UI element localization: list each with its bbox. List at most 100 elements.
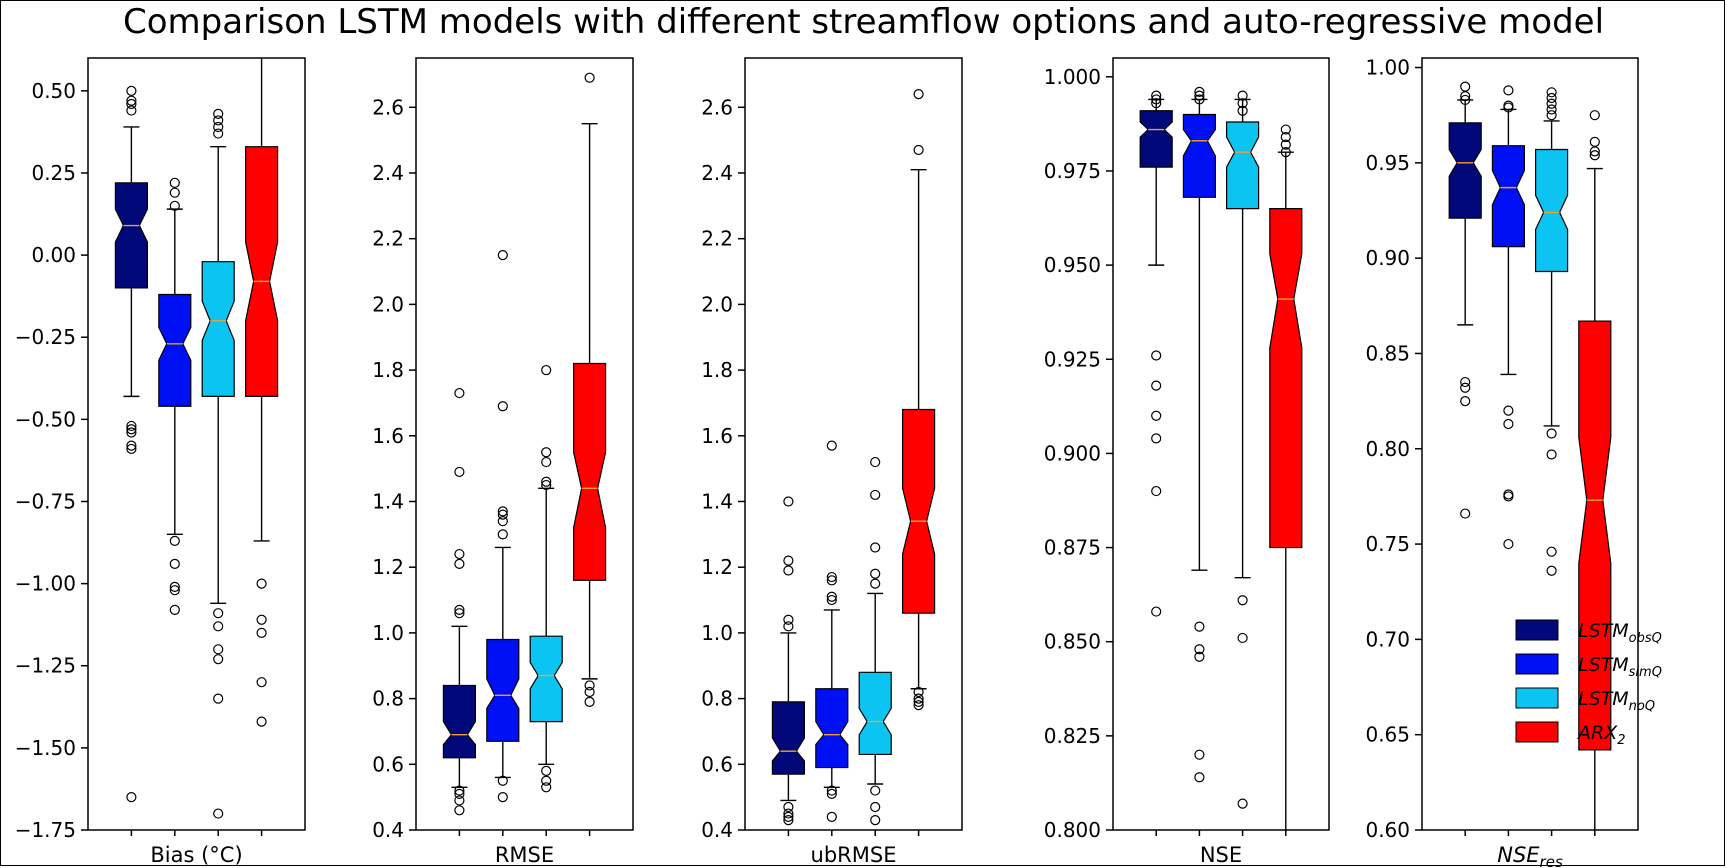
y-tick-label: −1.75 bbox=[15, 818, 76, 842]
outlier-point bbox=[126, 792, 137, 803]
outlier-point bbox=[454, 604, 465, 615]
outlier-point bbox=[1503, 538, 1514, 550]
outlier-point bbox=[1151, 94, 1162, 105]
y-tick-label: 1.2 bbox=[701, 555, 733, 579]
outlier-point bbox=[541, 479, 552, 491]
outlier-point bbox=[1503, 491, 1514, 502]
outlier-point bbox=[1151, 410, 1162, 421]
box-lstm-obsq bbox=[1448, 122, 1482, 219]
y-tick-label: 2.0 bbox=[701, 292, 733, 316]
outlier-point bbox=[169, 535, 180, 547]
outlier-point bbox=[584, 696, 595, 707]
outlier-point bbox=[454, 788, 465, 799]
outlier-point bbox=[826, 785, 837, 796]
y-tick-label: 0.70 bbox=[1365, 627, 1410, 651]
box-arx-2 bbox=[245, 146, 279, 397]
outlier-point bbox=[1194, 90, 1205, 101]
y-tick-label: 1.8 bbox=[701, 358, 733, 382]
outlier-point bbox=[1589, 146, 1600, 157]
y-tick-label: 0.925 bbox=[1044, 347, 1101, 371]
axes-frame-5 bbox=[1421, 57, 1639, 831]
outlier-point bbox=[256, 578, 267, 589]
outlier-point bbox=[1194, 644, 1205, 655]
y-tick-label: 1.0 bbox=[701, 621, 733, 645]
outlier-point bbox=[213, 115, 224, 126]
outlier-point bbox=[1194, 94, 1205, 105]
outlier-point bbox=[783, 565, 794, 576]
outlier-point bbox=[454, 558, 465, 570]
box-arx-2 bbox=[901, 408, 936, 614]
axes-frame-2 bbox=[415, 57, 634, 831]
outlier-point bbox=[783, 496, 794, 507]
outlier-point bbox=[213, 128, 224, 139]
y-tick-label: 0.65 bbox=[1365, 723, 1410, 747]
y-tick-label: 2.2 bbox=[372, 227, 404, 251]
outlier-point bbox=[584, 686, 595, 698]
outlier-point bbox=[1546, 546, 1557, 557]
y-tick-label: 1.6 bbox=[701, 424, 733, 448]
legend-swatch bbox=[1515, 687, 1559, 709]
y-tick-label: −0.25 bbox=[15, 325, 76, 349]
y-tick-label: −0.50 bbox=[15, 407, 76, 431]
y-tick-label: 0.80 bbox=[1365, 437, 1410, 461]
outlier-point bbox=[541, 447, 552, 458]
outlier-point bbox=[870, 456, 881, 468]
outlier-point bbox=[1460, 396, 1471, 407]
legend-swatch bbox=[1515, 721, 1559, 743]
outlier-point bbox=[169, 581, 180, 593]
y-tick-label: 0.850 bbox=[1044, 630, 1101, 654]
outlier-point bbox=[213, 621, 224, 632]
outlier-point bbox=[497, 775, 508, 786]
outlier-point bbox=[1460, 376, 1471, 388]
outlier-point bbox=[126, 95, 137, 106]
outlier-point bbox=[1237, 105, 1248, 116]
outlier-point bbox=[783, 614, 794, 625]
outlier-point bbox=[1503, 102, 1514, 113]
outlier-point bbox=[1280, 147, 1291, 158]
outlier-point bbox=[213, 644, 224, 655]
y-tick-label: −1.25 bbox=[15, 654, 76, 678]
y-tick-label: 0.00 bbox=[31, 243, 76, 267]
outlier-point bbox=[169, 604, 180, 615]
outlier-point bbox=[497, 401, 508, 412]
outlier-point bbox=[826, 591, 837, 602]
outlier-point bbox=[126, 105, 137, 116]
box-lstm-noq bbox=[1225, 121, 1260, 210]
outlier-point bbox=[256, 677, 267, 688]
box-lstm-simq bbox=[158, 293, 192, 407]
outlier-point bbox=[454, 608, 465, 619]
outlier-point bbox=[1237, 632, 1248, 644]
outlier-point bbox=[870, 578, 881, 589]
y-tick-label: 0.60 bbox=[1365, 818, 1410, 842]
outlier-point bbox=[870, 785, 881, 796]
y-tick-label: 2.2 bbox=[701, 227, 733, 251]
outlier-point bbox=[1589, 150, 1600, 161]
y-tick-label: 0.90 bbox=[1365, 246, 1410, 270]
outlier-point bbox=[1237, 98, 1248, 109]
box-lstm-simq bbox=[815, 688, 849, 769]
x-axis-label: NSE bbox=[1200, 843, 1242, 867]
outlier-point bbox=[213, 693, 224, 704]
outlier-point bbox=[126, 443, 137, 455]
outlier-point bbox=[826, 571, 837, 583]
outlier-point bbox=[783, 555, 794, 566]
outlier-point bbox=[126, 420, 137, 432]
y-tick-label: 2.6 bbox=[701, 95, 733, 119]
outlier-point bbox=[913, 700, 924, 711]
outlier-point bbox=[454, 387, 465, 399]
box-lstm-simq bbox=[1182, 113, 1217, 198]
outlier-point bbox=[1460, 382, 1471, 393]
y-tick-label: 0.4 bbox=[372, 818, 404, 842]
outlier-point bbox=[1280, 124, 1291, 135]
outlier-point bbox=[1546, 92, 1557, 104]
outlier-point bbox=[1151, 485, 1162, 497]
y-tick-label: 0.4 bbox=[701, 818, 733, 842]
x-axis-label: Bias (°C) bbox=[150, 843, 242, 867]
legend-swatch bbox=[1515, 619, 1559, 641]
outlier-point bbox=[169, 177, 180, 188]
y-tick-label: 0.25 bbox=[31, 161, 76, 185]
box-lstm-noq bbox=[201, 261, 235, 397]
outlier-point bbox=[454, 805, 465, 816]
outlier-point bbox=[1460, 81, 1471, 92]
